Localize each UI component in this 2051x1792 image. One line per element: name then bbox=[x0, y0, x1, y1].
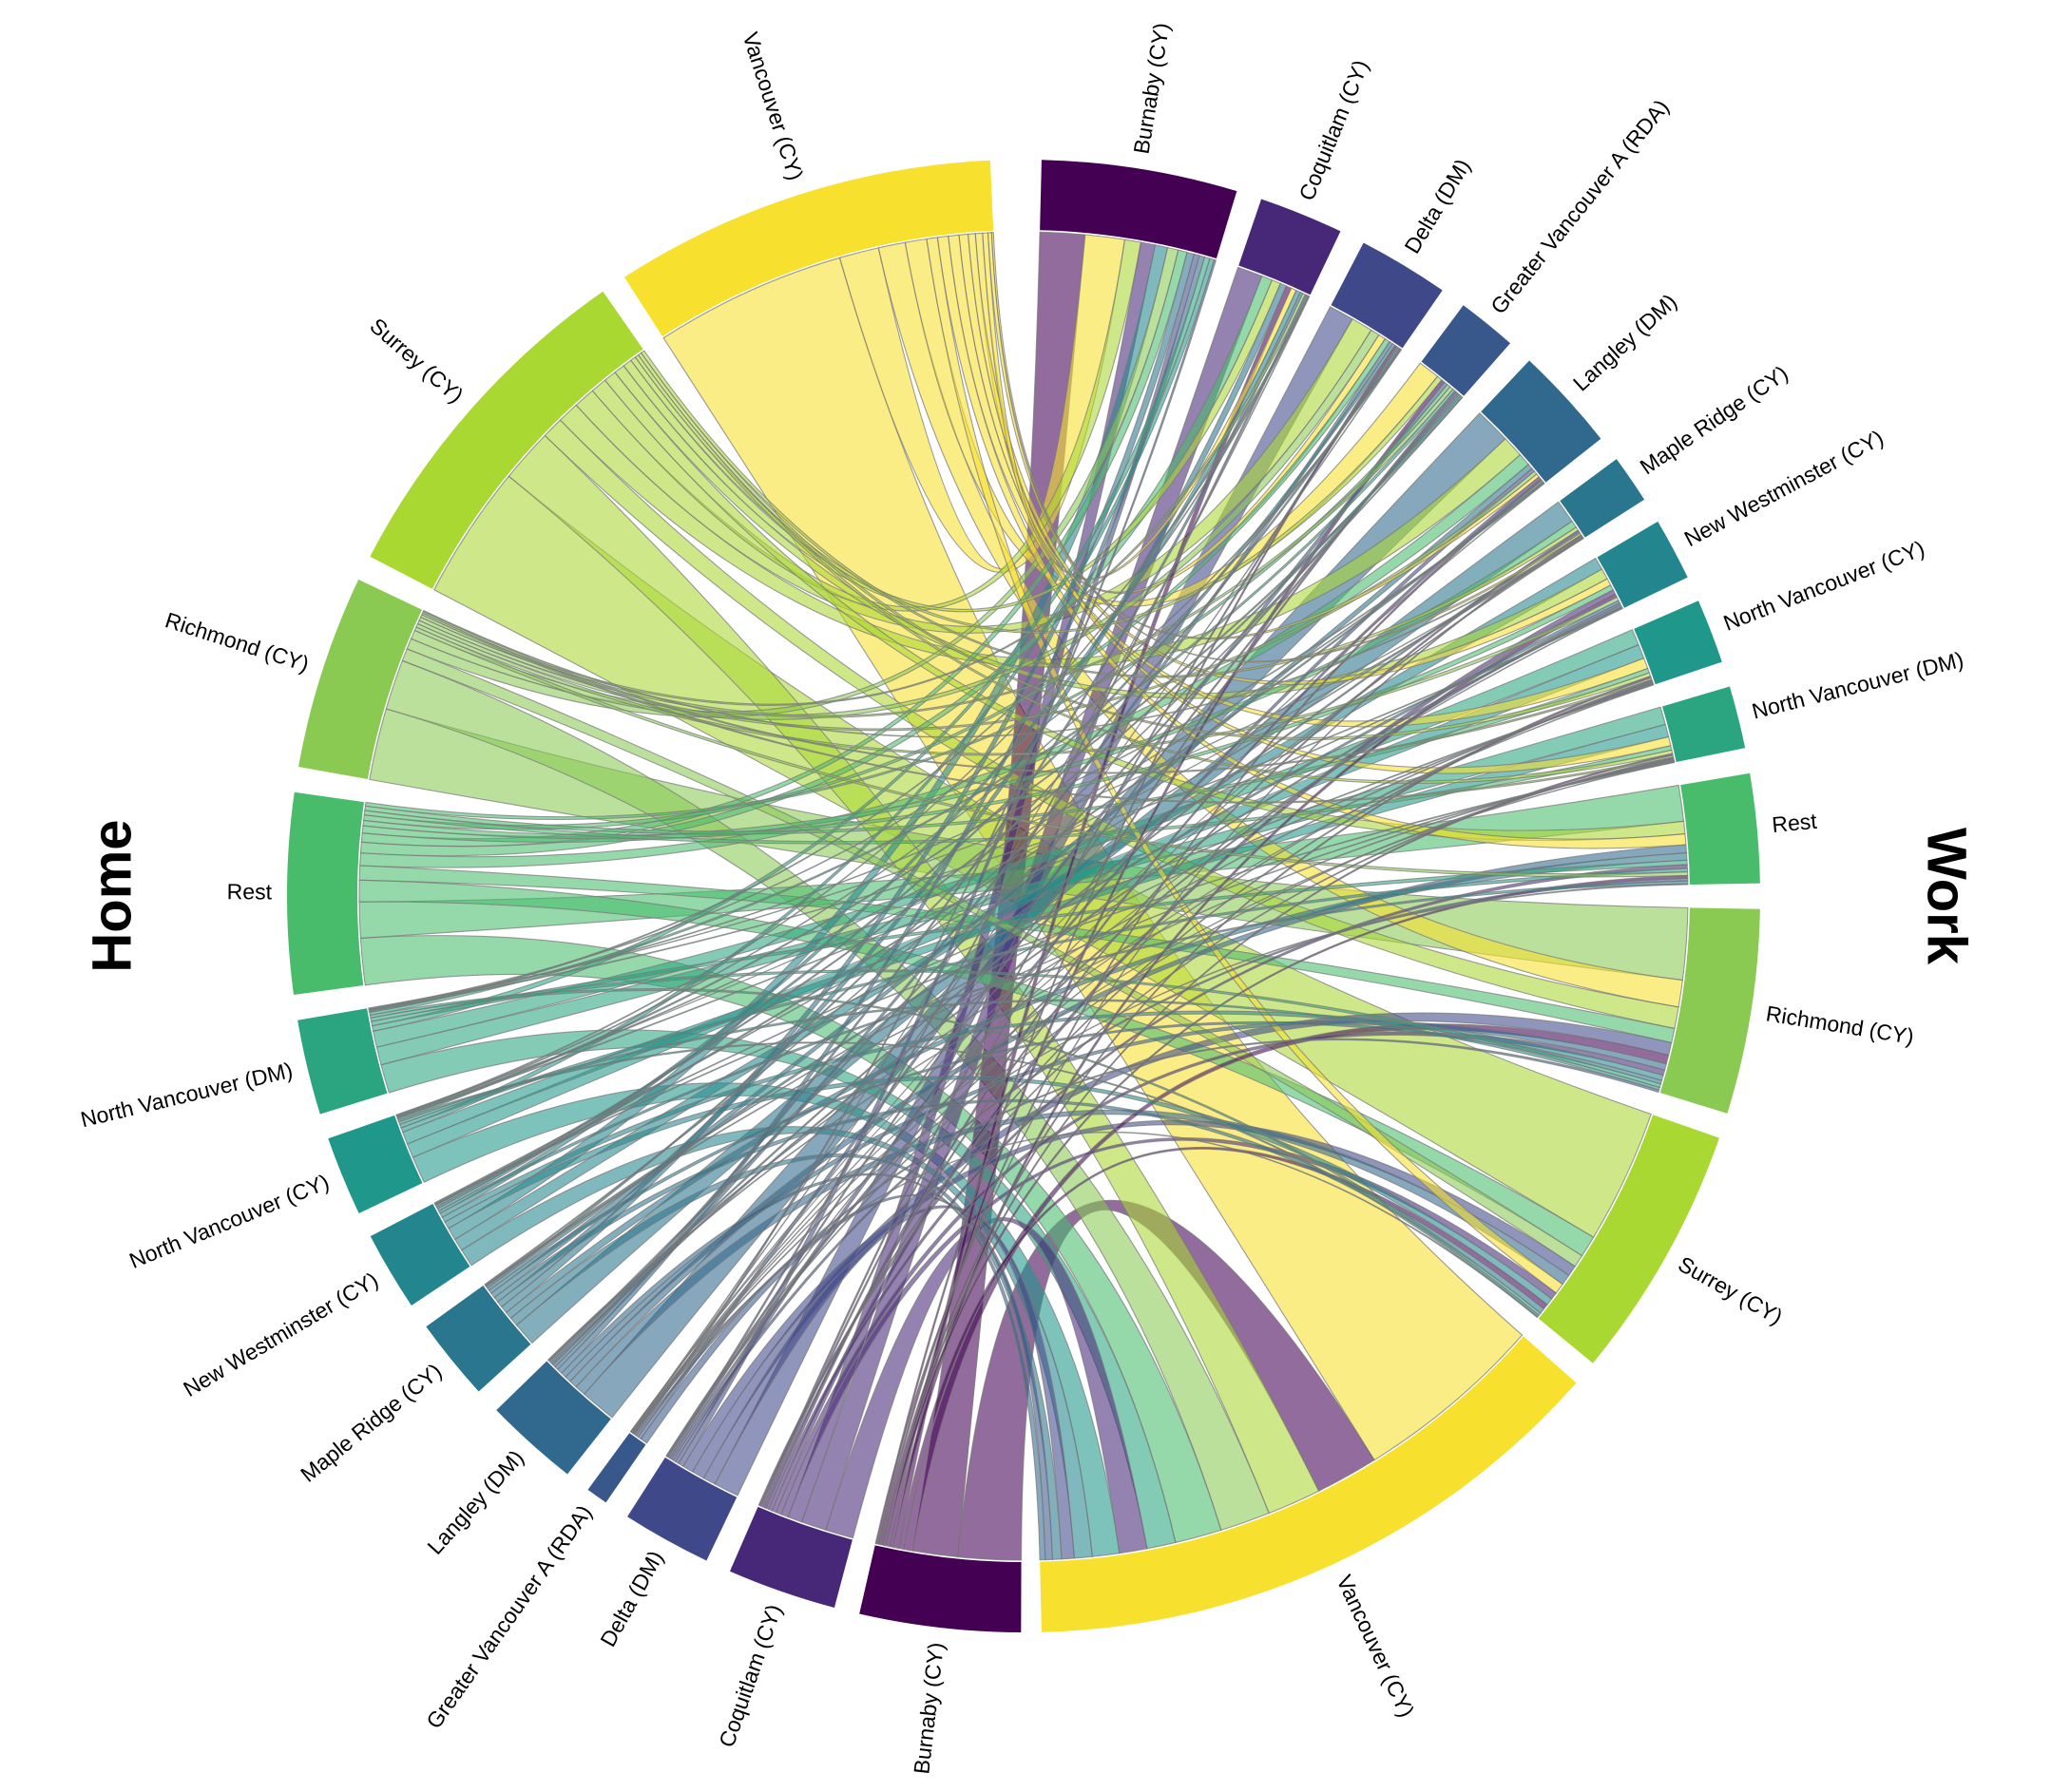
sector-label-home-richmond-cy: Richmond (CY) bbox=[163, 607, 313, 677]
sector-label-work-richmond-cy: Richmond (CY) bbox=[1764, 1001, 1915, 1049]
sector-label-work-new-westminster-cy: New Westminster (CY) bbox=[1680, 425, 1888, 551]
sector-label-home-maple-ridge-cy: Maple Ridge (CY) bbox=[296, 1359, 446, 1487]
sector-label-work-rest: Rest bbox=[1771, 809, 1818, 837]
ribbon-langley-dm-to-vancouver-cy bbox=[561, 1172, 1046, 1561]
sector-arc-work-delta-dm bbox=[1331, 242, 1443, 349]
sector-label-home-langley-dm: Langley (DM) bbox=[422, 1445, 528, 1559]
sector-label-home-coquitlam-cy: Coquitlam (CY) bbox=[714, 1601, 786, 1750]
sector-arc-work-vancouver-cy bbox=[1040, 1336, 1577, 1632]
sector-label-work-north-vancouver-cy: North Vancouver (CY) bbox=[1720, 536, 1928, 636]
sector-arc-work-greater-vancouver-a-rda bbox=[1421, 305, 1511, 396]
sector-label-work-greater-vancouver-a-rda: Greater Vancouver A (RDA) bbox=[1486, 95, 1674, 319]
sector-arc-work-rest bbox=[1680, 772, 1760, 885]
sector-label-work-langley-dm: Langley (DM) bbox=[1568, 289, 1681, 395]
sector-label-work-maple-ridge-cy: Maple Ridge (CY) bbox=[1636, 360, 1792, 479]
ribbon-maple-ridge-cy-to-greater-vancouver-a-rda bbox=[484, 395, 1464, 1287]
sector-arc-work-coquitlam-cy bbox=[1238, 199, 1341, 295]
sector-arc-work-north-vancouver-cy bbox=[1634, 601, 1722, 685]
sector-label-work-burnaby-cy: Burnaby (CY) bbox=[1129, 21, 1175, 156]
ribbon-greater-vancouver-a-rda-to-rest bbox=[632, 883, 1689, 1435]
sector-label-work-coquitlam-cy: Coquitlam (CY) bbox=[1294, 56, 1372, 203]
ribbon-greater-vancouver-a-rda-to-maple-ridge-cy bbox=[629, 537, 1584, 1433]
sector-label-work-vancouver-cy: Vancouver (CY) bbox=[1332, 1571, 1419, 1721]
sector-arc-home-north-vancouver-cy bbox=[328, 1115, 423, 1213]
ribbon-greater-vancouver-a-rda-to-north-vancouver-dm bbox=[632, 761, 1676, 1435]
sector-arc-work-surrey-cy bbox=[1538, 1115, 1719, 1363]
sector-arc-home-richmond-cy bbox=[298, 579, 423, 780]
sector-arc-work-burnaby-cy bbox=[1040, 160, 1237, 259]
work-axis-title: Work bbox=[1915, 828, 1978, 964]
sector-label-home-north-vancouver-dm: North Vancouver (DM) bbox=[78, 1058, 295, 1133]
sector-arc-home-maple-ridge-cy bbox=[426, 1285, 531, 1392]
sector-arc-home-delta-dm bbox=[627, 1457, 738, 1561]
ribbons-layer bbox=[358, 231, 1689, 1561]
ribbon-greater-vancouver-a-rda-to-surrey-cy bbox=[633, 1131, 1539, 1436]
sector-label-home-vancouver-cy: Vancouver (CY) bbox=[738, 29, 809, 183]
sector-label-work-north-vancouver-dm: North Vancouver (DM) bbox=[1750, 647, 1966, 724]
sector-label-home-north-vancouver-cy: North Vancouver (CY) bbox=[125, 1169, 333, 1273]
ribbon-greater-vancouver-a-rda-to-new-westminster-cy bbox=[631, 607, 1623, 1434]
ribbon-greater-vancouver-a-rda-to-richmond-cy bbox=[635, 1038, 1660, 1438]
sector-label-home-surrey-cy: Surrey (CY) bbox=[365, 313, 468, 408]
sector-arcs-layer bbox=[286, 160, 1760, 1632]
sector-arc-home-coquitlam-cy bbox=[729, 1506, 853, 1608]
sector-label-home-rest: Rest bbox=[227, 879, 273, 904]
ribbon-greater-vancouver-a-rda-to-langley-dm bbox=[629, 482, 1545, 1433]
sector-label-work-surrey-cy: Surrey (CY) bbox=[1674, 1251, 1787, 1329]
ribbon-greater-vancouver-a-rda-to-delta-dm bbox=[630, 348, 1403, 1434]
sector-arc-work-north-vancouver-dm bbox=[1662, 686, 1746, 763]
ribbon-greater-vancouver-a-rda-to-north-vancouver-cy bbox=[631, 683, 1655, 1435]
sector-arc-home-langley-dm bbox=[496, 1361, 611, 1475]
sector-label-home-burnaby-cy: Burnaby (CY) bbox=[909, 1641, 949, 1775]
sector-arc-work-maple-ridge-cy bbox=[1560, 459, 1645, 538]
sector-label-home-new-westminster-cy: New Westminster (CY) bbox=[179, 1268, 382, 1402]
sector-label-home-delta-dm: Delta (DM) bbox=[595, 1546, 668, 1650]
sector-arc-work-langley-dm bbox=[1481, 360, 1601, 483]
sector-arc-home-vancouver-cy bbox=[623, 160, 994, 336]
sector-arc-home-new-westminster-cy bbox=[370, 1203, 470, 1306]
ribbon-greater-vancouver-a-rda-to-burnaby-cy bbox=[634, 258, 1217, 1437]
sector-arc-work-new-westminster-cy bbox=[1597, 521, 1688, 608]
ribbon-greater-vancouver-a-rda-to-coquitlam-cy bbox=[630, 295, 1311, 1434]
sector-arc-home-surrey-cy bbox=[370, 291, 643, 589]
sector-arc-home-greater-vancouver-a-rda bbox=[587, 1433, 646, 1503]
sector-arc-work-richmond-cy bbox=[1659, 907, 1760, 1114]
home-axis-title: Home bbox=[81, 819, 144, 973]
sector-arc-home-north-vancouver-dm bbox=[297, 1008, 388, 1115]
sector-arc-home-burnaby-cy bbox=[859, 1545, 1022, 1632]
sector-label-work-delta-dm: Delta (DM) bbox=[1399, 155, 1475, 258]
sector-arc-home-rest bbox=[286, 791, 364, 996]
